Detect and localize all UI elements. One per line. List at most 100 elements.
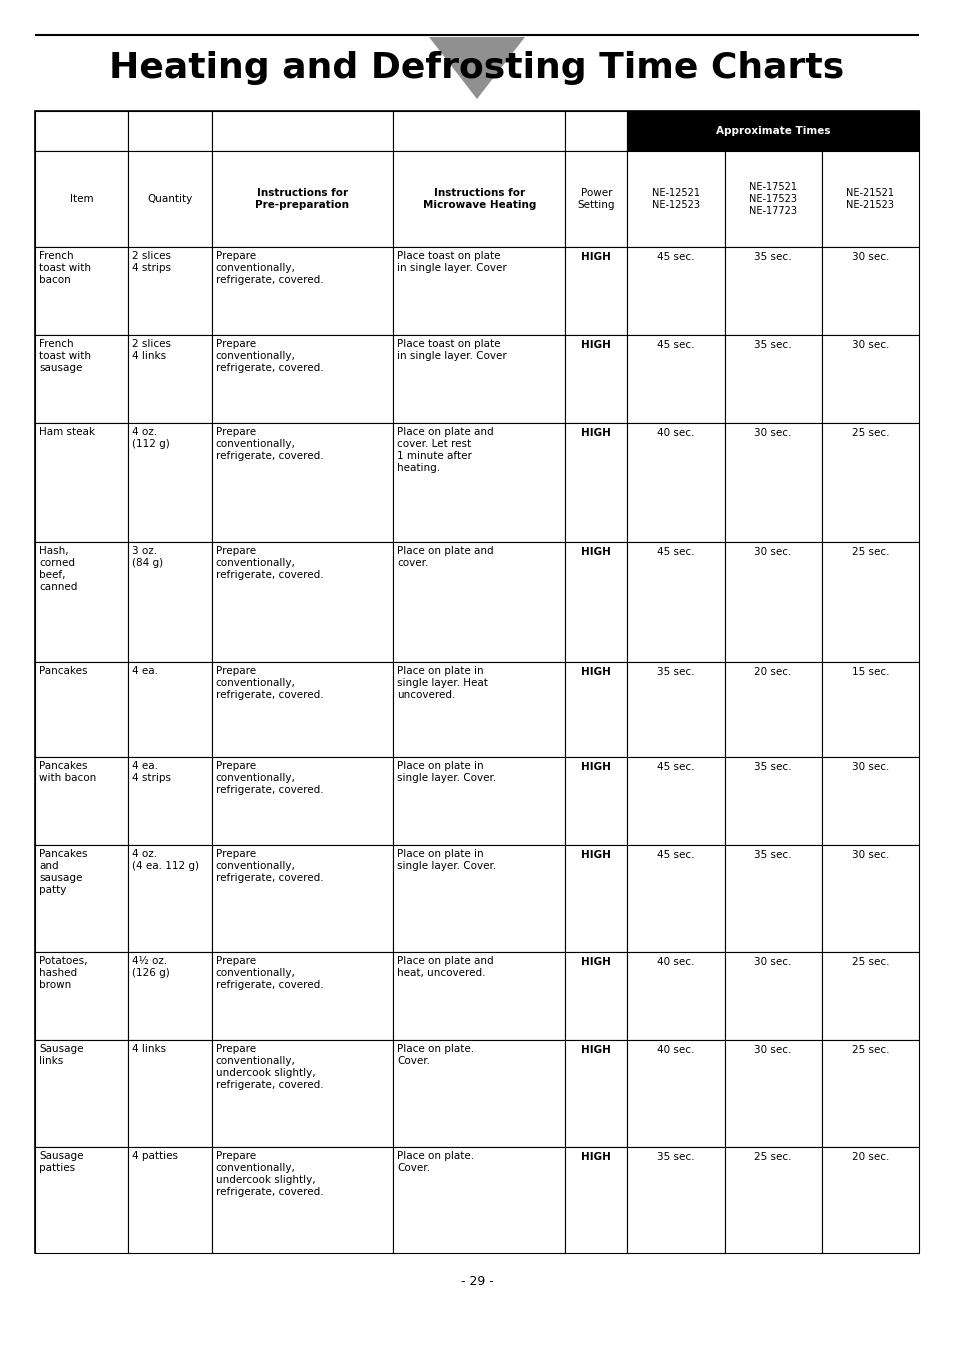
Bar	[723, 845, 821, 952]
Bar	[627, 1147, 723, 1254]
Text: 40 sec.: 40 sec.	[657, 1045, 694, 1055]
Text: 2 slices
4 links: 2 slices 4 links	[132, 338, 171, 361]
Text: 30 sec.: 30 sec.	[851, 762, 888, 772]
Text: 40 sec.: 40 sec.	[657, 429, 694, 438]
Bar	[627, 1041, 723, 1147]
Bar	[565, 662, 627, 758]
Text: 30 sec.: 30 sec.	[851, 252, 888, 262]
Text: Prepare
conventionally,
refrigerate, covered.: Prepare conventionally, refrigerate, cov…	[215, 666, 323, 700]
Bar	[565, 423, 627, 542]
Text: - 29 -: - 29 -	[460, 1275, 493, 1287]
Bar	[393, 1147, 565, 1254]
Bar	[35, 542, 128, 662]
Text: Place on plate and
heat, uncovered.: Place on plate and heat, uncovered.	[396, 956, 493, 977]
Bar	[212, 423, 393, 542]
Text: 20 sec.: 20 sec.	[851, 1151, 888, 1162]
Text: 4 oz.
(112 g): 4 oz. (112 g)	[132, 427, 170, 449]
Bar	[393, 1041, 565, 1147]
Text: Heating and Defrosting Time Charts: Heating and Defrosting Time Charts	[110, 51, 843, 85]
Text: 4 links: 4 links	[132, 1043, 166, 1054]
Text: Instructions for
Pre-preparation: Instructions for Pre-preparation	[255, 189, 349, 210]
Bar	[723, 758, 821, 845]
Text: Place on plate in
single layer. Cover.: Place on plate in single layer. Cover.	[396, 762, 496, 783]
Text: 25 sec.: 25 sec.	[754, 1151, 791, 1162]
Bar	[565, 336, 627, 423]
Bar	[128, 662, 212, 758]
Text: NE-17521
NE-17523
NE-17723: NE-17521 NE-17523 NE-17723	[748, 182, 797, 216]
Bar	[128, 845, 212, 952]
Bar	[723, 336, 821, 423]
Text: Prepare
conventionally,
refrigerate, covered.: Prepare conventionally, refrigerate, cov…	[215, 251, 323, 284]
Bar	[393, 758, 565, 845]
Bar	[35, 1147, 128, 1254]
Bar	[821, 758, 918, 845]
Text: Place on plate and
cover.: Place on plate and cover.	[396, 546, 493, 569]
Bar	[35, 952, 128, 1041]
Text: 4 patties: 4 patties	[132, 1150, 177, 1161]
Text: Place on plate.
Cover.: Place on plate. Cover.	[396, 1150, 474, 1173]
Bar	[627, 111, 918, 151]
Bar	[128, 247, 212, 336]
Text: Hash,
corned
beef,
canned: Hash, corned beef, canned	[39, 546, 77, 593]
Bar	[212, 952, 393, 1041]
Bar	[821, 423, 918, 542]
Text: Place on plate.
Cover.: Place on plate. Cover.	[396, 1043, 474, 1066]
Text: Item: Item	[70, 194, 93, 204]
Bar	[128, 952, 212, 1041]
Bar	[565, 952, 627, 1041]
Bar	[35, 247, 128, 336]
Bar	[627, 662, 723, 758]
Bar	[627, 845, 723, 952]
Bar	[821, 662, 918, 758]
Text: 35 sec.: 35 sec.	[657, 1151, 694, 1162]
Bar	[35, 111, 128, 151]
Text: 35 sec.: 35 sec.	[754, 252, 791, 262]
Bar	[821, 336, 918, 423]
Text: 2 slices
4 strips: 2 slices 4 strips	[132, 251, 171, 272]
Text: 35 sec.: 35 sec.	[754, 340, 791, 350]
Bar	[565, 542, 627, 662]
Bar	[627, 151, 723, 247]
Bar	[128, 1147, 212, 1254]
Text: French
toast with
sausage: French toast with sausage	[39, 338, 91, 373]
Bar	[821, 845, 918, 952]
Bar	[128, 758, 212, 845]
Text: Sausage
patties: Sausage patties	[39, 1150, 84, 1173]
Text: 35 sec.: 35 sec.	[754, 762, 791, 772]
Text: 30 sec.: 30 sec.	[851, 851, 888, 860]
Bar	[821, 542, 918, 662]
Text: NE-12521
NE-12523: NE-12521 NE-12523	[651, 189, 700, 210]
Bar	[821, 1147, 918, 1254]
Text: Place on plate in
single layer. Heat
uncovered.: Place on plate in single layer. Heat unc…	[396, 666, 487, 700]
Bar	[565, 1147, 627, 1254]
Text: Prepare
conventionally,
refrigerate, covered.: Prepare conventionally, refrigerate, cov…	[215, 849, 323, 883]
Bar	[212, 336, 393, 423]
Bar	[821, 1041, 918, 1147]
Bar	[212, 1041, 393, 1147]
Bar	[565, 758, 627, 845]
Text: Pancakes
with bacon: Pancakes with bacon	[39, 762, 96, 783]
Bar	[128, 336, 212, 423]
Bar	[128, 542, 212, 662]
Text: 30 sec.: 30 sec.	[754, 429, 791, 438]
Bar	[212, 662, 393, 758]
Text: 4 oz.
(4 ea. 112 g): 4 oz. (4 ea. 112 g)	[132, 849, 198, 871]
Bar	[627, 952, 723, 1041]
Text: Prepare
conventionally,
refrigerate, covered.: Prepare conventionally, refrigerate, cov…	[215, 338, 323, 373]
Text: 30 sec.: 30 sec.	[754, 547, 791, 558]
Text: Prepare
conventionally,
undercook slightly,
refrigerate, covered.: Prepare conventionally, undercook slight…	[215, 1150, 323, 1197]
Text: Prepare
conventionally,
refrigerate, covered.: Prepare conventionally, refrigerate, cov…	[215, 762, 323, 795]
Bar	[565, 247, 627, 336]
Text: HIGH: HIGH	[580, 340, 611, 350]
Text: French
toast with
bacon: French toast with bacon	[39, 251, 91, 284]
Bar	[393, 247, 565, 336]
Text: 15 sec.: 15 sec.	[851, 667, 888, 677]
Text: Prepare
conventionally,
refrigerate, covered.: Prepare conventionally, refrigerate, cov…	[215, 956, 323, 989]
Bar	[627, 336, 723, 423]
Bar	[565, 111, 627, 151]
Text: HIGH: HIGH	[580, 667, 611, 677]
Bar	[128, 111, 212, 151]
Text: Potatoes,
hashed
brown: Potatoes, hashed brown	[39, 956, 88, 989]
Polygon shape	[429, 36, 524, 98]
Text: HIGH: HIGH	[580, 957, 611, 967]
